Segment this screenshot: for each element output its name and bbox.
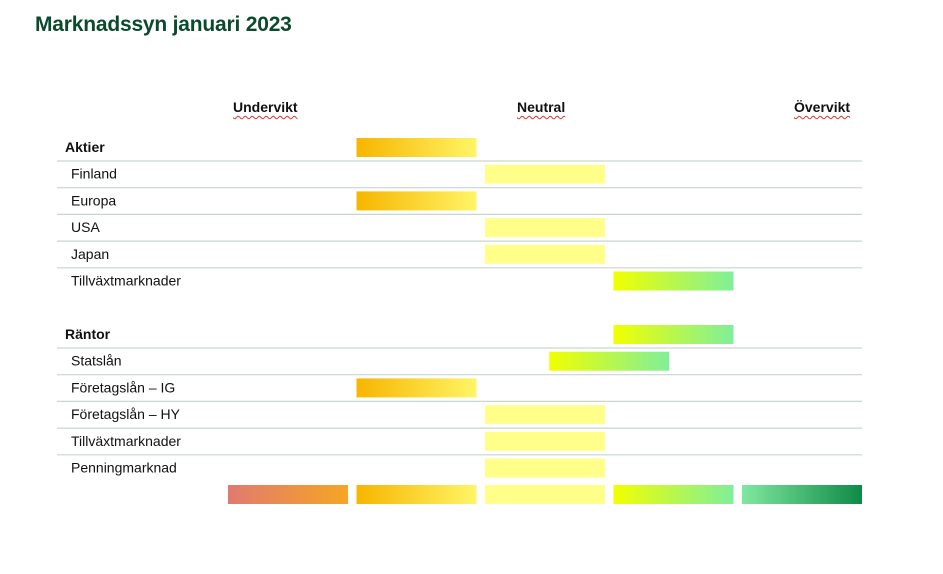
row-label: Europa	[71, 192, 116, 208]
bar-item	[485, 405, 605, 425]
bar-item	[485, 431, 605, 451]
legend-swatch	[356, 485, 477, 504]
bar-item	[356, 191, 477, 211]
row-label: Tillväxtmarknader	[71, 433, 181, 449]
bar-item	[549, 351, 670, 371]
row-label: Japan	[71, 246, 109, 262]
group-label: Aktier	[65, 139, 105, 155]
legend-swatch	[742, 485, 862, 504]
row-label: USA	[71, 219, 100, 235]
bar-item	[356, 378, 477, 398]
page-title: Marknadssyn januari 2023	[35, 13, 292, 36]
row-label: Penningmarknad	[71, 460, 177, 476]
legend-swatch	[613, 485, 734, 504]
scale-label-underweight: Undervikt	[233, 99, 298, 115]
bar-group-1	[613, 325, 734, 344]
group-label: Räntor	[65, 326, 111, 342]
bar-item	[485, 218, 605, 238]
row-label: Företagslån – HY	[71, 406, 181, 422]
row-label: Tillväxtmarknader	[71, 273, 181, 289]
scale-label-neutral: Neutral	[517, 99, 566, 115]
row-label: Finland	[71, 166, 117, 182]
scale-label-overweight: Övervikt	[794, 99, 851, 115]
bar-item	[485, 164, 605, 184]
bar-item	[613, 271, 734, 291]
bar-item	[485, 244, 605, 264]
row-label: Företagslån – IG	[71, 379, 175, 395]
row-label: Statslån	[71, 353, 122, 369]
bar-item	[485, 458, 605, 478]
legend-swatch	[485, 485, 605, 504]
legend-swatch	[228, 485, 348, 504]
bar-group-0	[356, 138, 477, 157]
